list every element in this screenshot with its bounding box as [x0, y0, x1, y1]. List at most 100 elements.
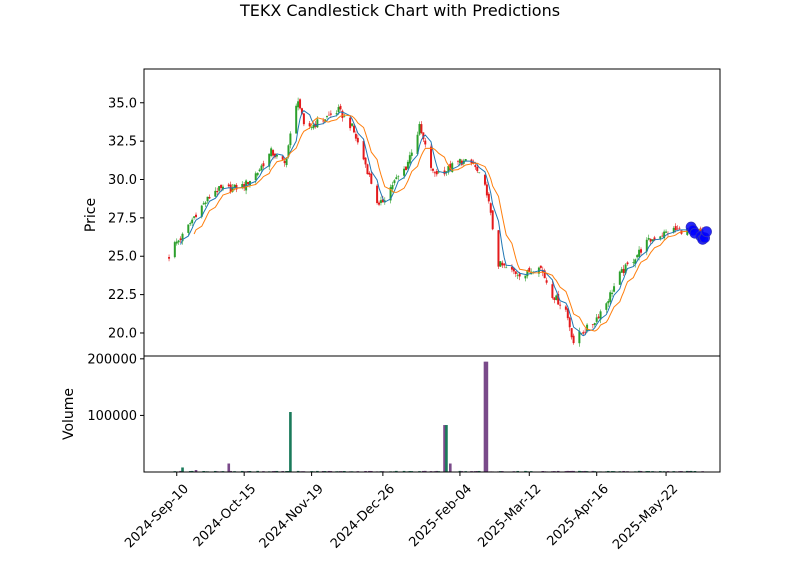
candle-body	[216, 191, 219, 193]
price-ylabel: Price	[83, 198, 99, 232]
candle-body	[233, 184, 236, 188]
candle-body	[189, 223, 192, 225]
candle-body	[248, 180, 251, 186]
volume-bar	[622, 470, 625, 472]
candle-body	[308, 123, 311, 127]
volume-bar	[570, 470, 573, 472]
candle-body	[539, 265, 542, 268]
candle-body	[566, 308, 569, 319]
price-marks	[168, 97, 712, 347]
candle-body	[391, 185, 394, 190]
volume-bar	[194, 470, 198, 472]
x-tick-label: 2025-Apr-16	[544, 482, 611, 549]
candle-body	[497, 230, 500, 267]
candle-body	[329, 113, 332, 115]
candle-body	[341, 110, 344, 119]
candle-body	[302, 113, 305, 125]
candle-body	[647, 237, 650, 240]
candle-body	[408, 155, 411, 164]
candle-body	[622, 268, 625, 274]
volume-bar	[368, 470, 371, 472]
candle-body	[262, 163, 265, 167]
volume-bar	[516, 470, 520, 472]
volume-ylabel: Volume	[61, 388, 77, 440]
candle-body	[514, 271, 517, 274]
candle-body	[272, 150, 275, 156]
candle-body	[457, 161, 460, 162]
candle-body	[553, 297, 556, 300]
x-tick-label: 2025-Mar-12	[475, 482, 544, 551]
volume-bar	[289, 412, 292, 472]
candle-body	[378, 202, 381, 205]
candle-body	[501, 262, 504, 266]
volume-bar	[606, 470, 610, 472]
candle-body	[451, 163, 454, 173]
candle-body	[200, 205, 203, 217]
candle-body	[349, 117, 352, 129]
candle-body	[397, 175, 400, 177]
candle-body	[339, 105, 342, 110]
candle-body	[586, 324, 589, 332]
volume-bar	[229, 470, 232, 472]
candle-body	[458, 159, 461, 164]
candle-body	[395, 177, 398, 180]
candle-body	[489, 203, 492, 213]
candle-body	[665, 231, 668, 233]
candle-body	[418, 123, 421, 135]
candle-body	[352, 125, 355, 133]
volume-bar	[296, 470, 300, 472]
candle-body	[430, 146, 433, 168]
volume-bar	[445, 425, 448, 472]
volume-bar	[443, 425, 446, 472]
price-y-tick-label: 20.0	[108, 326, 137, 341]
candle-body	[312, 124, 315, 129]
candle-body	[379, 200, 382, 203]
candle-body	[366, 164, 369, 175]
candle-body	[404, 166, 407, 171]
candle-body	[676, 228, 679, 230]
candle-body	[287, 145, 290, 157]
candle-body	[568, 317, 571, 328]
candle-body	[275, 154, 278, 157]
volume-y-tick-label: 200000	[87, 352, 137, 367]
candle-body	[478, 172, 481, 174]
candle-body	[597, 316, 600, 318]
candle-body	[322, 120, 325, 122]
volume-bar	[402, 470, 406, 472]
candle-body	[316, 119, 319, 128]
candle-body	[584, 331, 587, 333]
volume-bar	[370, 470, 373, 472]
candle-body	[208, 197, 211, 199]
price-y-tick-label: 25.0	[108, 250, 137, 265]
candle-body	[393, 180, 396, 184]
candle-body	[464, 159, 467, 162]
volume-bar	[566, 470, 570, 472]
candle-body	[516, 275, 519, 276]
candle-body	[254, 173, 257, 181]
candle-body	[389, 187, 392, 201]
candle-body	[270, 148, 273, 156]
candle-body	[410, 152, 413, 156]
candle-body	[297, 101, 300, 108]
volume-bar	[422, 470, 425, 472]
volume-bar	[190, 470, 194, 472]
candle-body	[202, 203, 205, 205]
prediction-point	[701, 226, 712, 238]
x-tick-label: 2024-Oct-15	[191, 482, 259, 550]
volume-bar	[591, 470, 595, 472]
volume-bar	[327, 470, 331, 472]
candle-body	[672, 227, 675, 233]
price-panel-frame	[143, 68, 721, 357]
candle-body	[645, 239, 648, 252]
candle-body	[281, 156, 284, 160]
volume-y-tick-label: 100000	[87, 409, 137, 424]
candle-body	[177, 240, 180, 243]
candle-body	[403, 168, 406, 176]
candle-body	[595, 317, 598, 322]
volume-bar	[181, 467, 184, 472]
x-tick-label: 2025-May-22	[610, 482, 681, 553]
candle-body	[503, 263, 506, 266]
candle-body	[179, 238, 182, 240]
candle-body	[221, 186, 224, 190]
volume-bar	[485, 361, 489, 472]
